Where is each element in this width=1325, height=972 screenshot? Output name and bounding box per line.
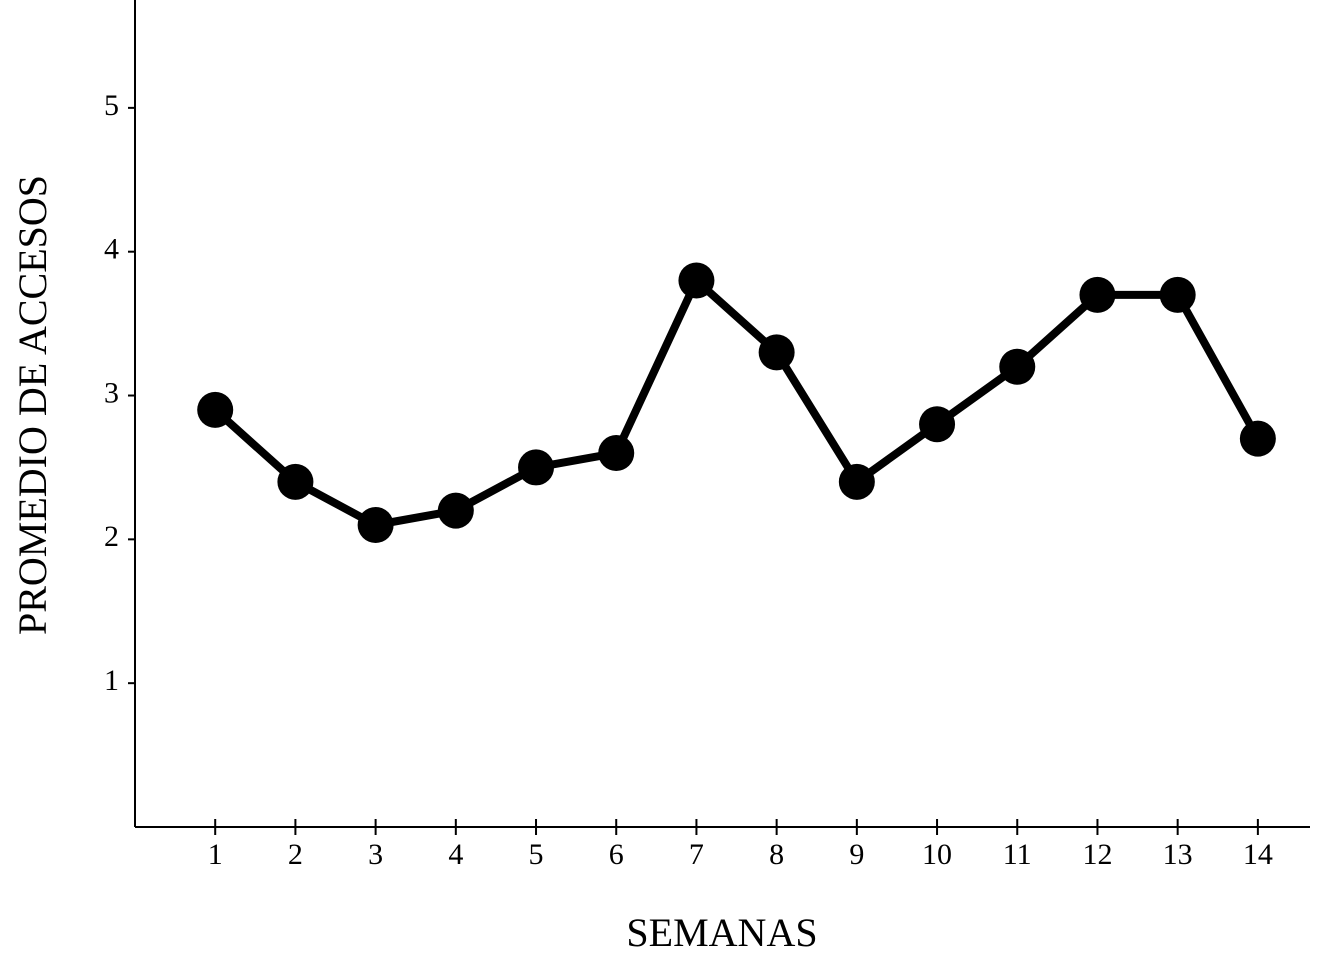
data-point xyxy=(838,463,875,500)
y-tick-label: 1 xyxy=(104,664,119,697)
data-point xyxy=(1239,420,1276,457)
x-tick-label: 11 xyxy=(1003,838,1032,871)
x-tick-label: 10 xyxy=(922,838,952,871)
x-tick-label: 13 xyxy=(1163,838,1193,871)
y-axis-title: PROMEDIO DE ACCESOS xyxy=(10,175,55,635)
data-point xyxy=(437,492,474,529)
x-tick-label: 3 xyxy=(368,838,383,871)
data-point xyxy=(197,391,234,428)
data-point xyxy=(758,334,795,371)
data-point xyxy=(919,406,956,443)
data-line xyxy=(212,276,1262,529)
data-point xyxy=(277,463,314,500)
data-point xyxy=(518,449,555,486)
data-point xyxy=(999,348,1036,385)
x-tick-label: 1 xyxy=(208,838,223,871)
data-point xyxy=(357,506,394,543)
x-tick-label: 4 xyxy=(448,838,463,871)
x-tick-label: 8 xyxy=(769,838,784,871)
x-tick-label: 5 xyxy=(529,838,544,871)
x-tick-label: 2 xyxy=(288,838,303,871)
x-tick-label: 12 xyxy=(1082,838,1112,871)
x-tick-label: 14 xyxy=(1243,838,1273,871)
data-point xyxy=(1079,276,1116,313)
x-tick-label: 6 xyxy=(609,838,624,871)
x-axis-title: SEMANAS xyxy=(626,910,817,955)
data-point xyxy=(678,262,715,299)
y-tick-label: 5 xyxy=(104,89,119,122)
y-tick-label: 3 xyxy=(104,376,119,409)
x-tick-label: 9 xyxy=(849,838,864,871)
data-point xyxy=(598,435,635,472)
y-tick-label: 4 xyxy=(104,233,119,266)
y-tick-label: 2 xyxy=(104,520,119,553)
x-tick-label: 7 xyxy=(689,838,704,871)
data-point xyxy=(1159,276,1196,313)
